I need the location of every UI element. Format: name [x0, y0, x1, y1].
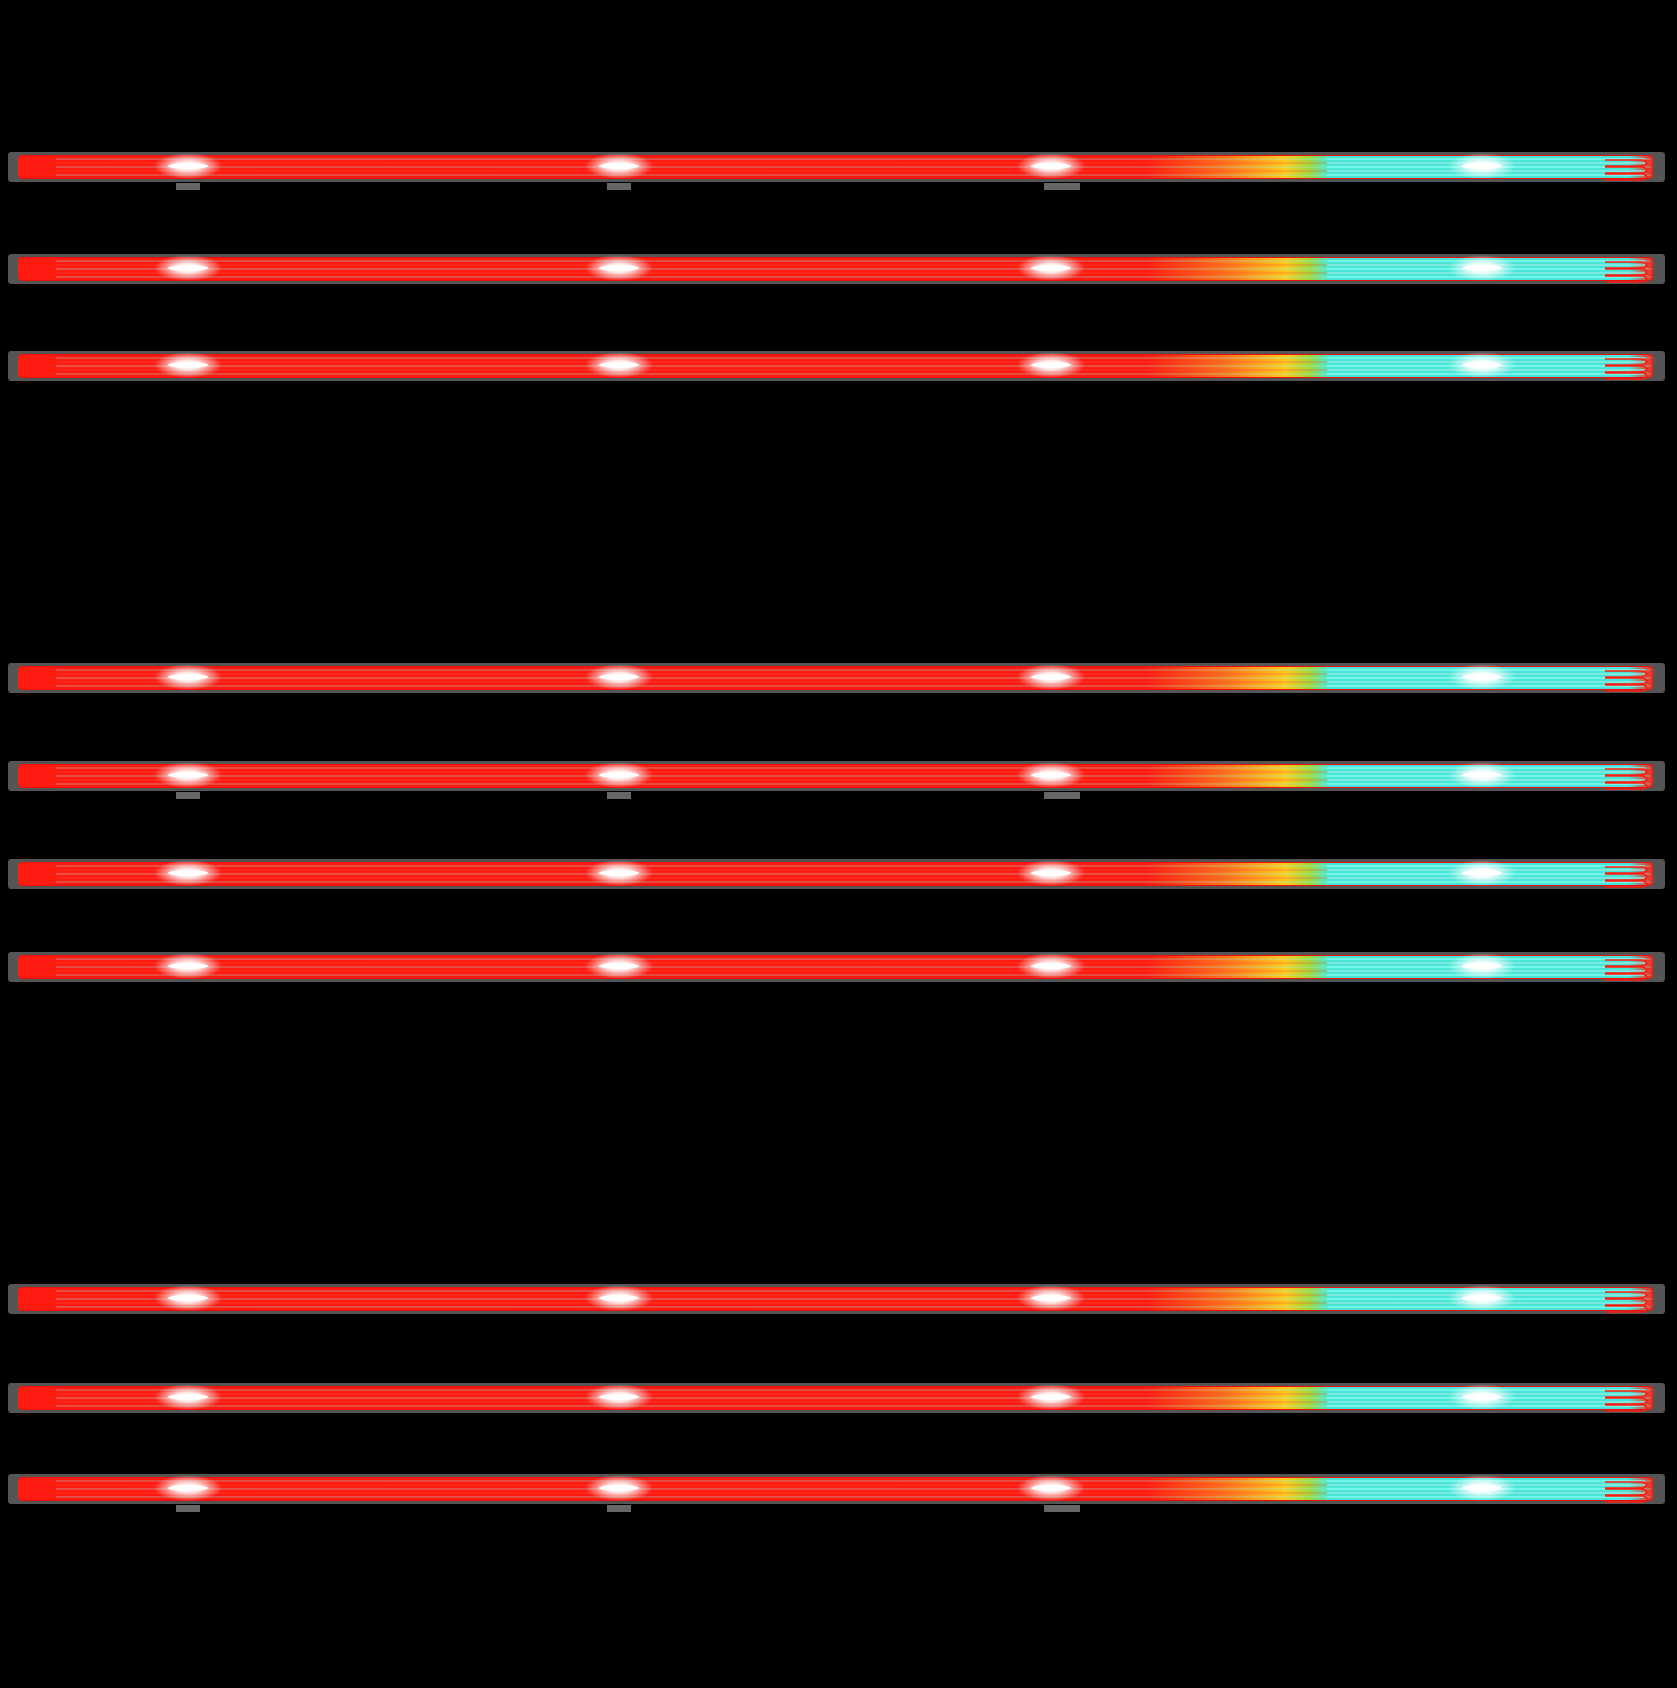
- strip-body: [18, 156, 1653, 178]
- led-strip-graphic: [8, 351, 1665, 381]
- led-strip: [8, 759, 1665, 799]
- strip-body: [18, 1478, 1653, 1500]
- led-strip: [8, 252, 1665, 286]
- led-strip-graphic: [8, 152, 1665, 190]
- mount-bracket: [1044, 183, 1080, 190]
- mount-bracket: [607, 1505, 631, 1512]
- mount-bracket: [176, 792, 200, 799]
- strip-body: [18, 355, 1653, 377]
- mount-bracket: [607, 792, 631, 799]
- mount-bracket: [176, 1505, 200, 1512]
- strip-body: [18, 863, 1653, 885]
- strip-body: [18, 956, 1653, 978]
- led-strip-graphic: [8, 1383, 1665, 1413]
- led-strip: [8, 349, 1665, 383]
- strip-body: [18, 258, 1653, 280]
- led-strip-graphic: [8, 254, 1665, 284]
- led-strip: [8, 1282, 1665, 1316]
- led-strip-graphic: [8, 859, 1665, 889]
- strip-body: [18, 1288, 1653, 1310]
- led-strip: [8, 150, 1665, 190]
- strip-body: [18, 765, 1653, 787]
- strip-body: [18, 1387, 1653, 1409]
- led-strip: [8, 857, 1665, 891]
- led-strip: [8, 1472, 1665, 1512]
- mount-bracket: [176, 183, 200, 190]
- led-strip: [8, 661, 1665, 695]
- mount-bracket: [1044, 1505, 1080, 1512]
- led-strip-graphic: [8, 663, 1665, 693]
- mount-bracket: [607, 183, 631, 190]
- strip-body: [18, 667, 1653, 689]
- led-strip-graphic: [8, 1284, 1665, 1314]
- led-strip-graphic: [8, 1474, 1665, 1512]
- mount-bracket: [1044, 792, 1080, 799]
- led-strip-graphic: [8, 761, 1665, 799]
- led-strip: [8, 950, 1665, 984]
- led-strip: [8, 1381, 1665, 1415]
- led-strip-graphic: [8, 952, 1665, 982]
